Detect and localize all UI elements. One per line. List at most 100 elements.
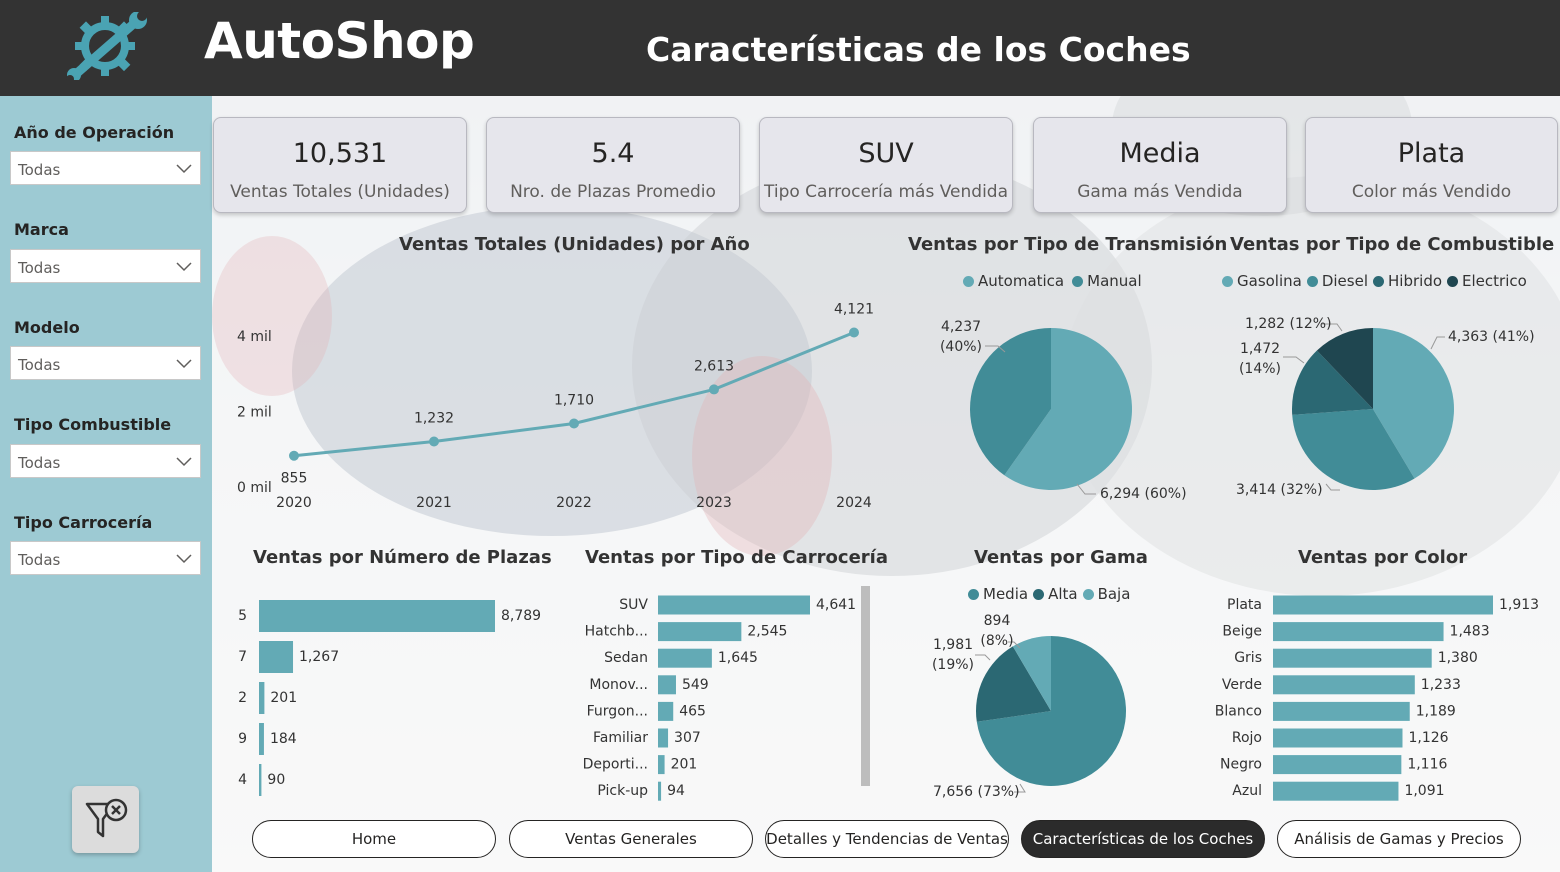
- category-label: Negro: [1220, 757, 1262, 773]
- bar: [658, 675, 676, 695]
- slicer-modelo-dropdown[interactable]: Todas: [10, 346, 201, 380]
- legend-dot-icon: [1222, 276, 1233, 287]
- category-label: Pick-up: [597, 783, 648, 799]
- slicer-carroceria-dropdown[interactable]: Todas: [10, 541, 201, 575]
- bar: [658, 622, 742, 642]
- bar-value-label: 1,380: [1438, 650, 1478, 666]
- pie-data-label: 1,472: [1240, 341, 1280, 357]
- bar-value-label: 1,645: [718, 650, 758, 666]
- bar: [1273, 675, 1415, 695]
- legend-label: Baja: [1097, 585, 1131, 603]
- bar-value-label: 307: [674, 730, 701, 746]
- slicer-label-marca: Marca: [14, 220, 69, 239]
- kpi-label: Nro. de Plazas Promedio: [510, 182, 716, 202]
- bar: [658, 701, 674, 721]
- legend-transmision: Automatica Manual: [963, 272, 1150, 290]
- chart-title-gama: Ventas por Gama: [974, 547, 1148, 568]
- kpi-label: Ventas Totales (Unidades): [230, 182, 450, 202]
- kpi-card-plazas-promedio: 5.4 Nro. de Plazas Promedio: [486, 117, 740, 213]
- slicer-label-combustible: Tipo Combustible: [14, 415, 172, 434]
- bar: [658, 595, 810, 615]
- bar-value-label: 1,483: [1450, 624, 1490, 640]
- legend-item[interactable]: Gasolina: [1222, 272, 1302, 290]
- nav-button-detalles-tendencias[interactable]: Detalles y Tendencias de Ventas: [765, 820, 1009, 858]
- pie-leader-line: [1322, 323, 1343, 332]
- data-label: 4,121: [834, 302, 874, 318]
- slicer-marca-value: Todas: [18, 259, 61, 277]
- legend-label: Media: [983, 585, 1029, 603]
- bar-value-label: 2,545: [747, 624, 787, 640]
- nav-button-caracteristicas[interactable]: Características de los Coches: [1021, 820, 1265, 858]
- bar: [658, 648, 712, 668]
- pie-slice: [1373, 328, 1455, 479]
- bar: [1273, 648, 1432, 668]
- bar-value-label: 465: [679, 703, 706, 719]
- kpi-label: Tipo Carrocería más Vendida: [763, 182, 1009, 202]
- nav-button-analisis-gamas[interactable]: Análisis de Gamas y Precios: [1277, 820, 1521, 858]
- legend-label: Electrico: [1462, 272, 1527, 290]
- filter-clear-icon: [85, 798, 128, 838]
- legend-dot-icon: [1033, 589, 1045, 600]
- category-label: Deporti...: [583, 757, 648, 773]
- legend-item[interactable]: Media: [968, 585, 1028, 603]
- slicer-carroceria-value: Todas: [18, 551, 61, 569]
- pie-slice: [976, 636, 1126, 787]
- bar-value-label: 201: [270, 690, 297, 706]
- nav-button-home[interactable]: Home: [252, 820, 496, 858]
- category-label: Blanco: [1215, 703, 1262, 719]
- legend-label: Hibrido: [1388, 272, 1443, 290]
- slicer-marca-dropdown[interactable]: Todas: [10, 249, 201, 283]
- chart-title-combustible: Ventas por Tipo de Combustible: [1230, 234, 1555, 255]
- slicer-label-anio: Año de Operación: [14, 123, 175, 142]
- bar: [259, 641, 294, 673]
- legend-item[interactable]: Electrico: [1447, 272, 1527, 290]
- kpi-card-gama-top: Media Gama más Vendida: [1033, 117, 1287, 213]
- bar: [1273, 728, 1403, 748]
- pie-data-label: 3,414 (32%): [1236, 482, 1323, 498]
- clear-filters-button[interactable]: [72, 786, 139, 853]
- legend-item[interactable]: Baja: [1082, 585, 1131, 603]
- legend-dot-icon: [1072, 276, 1084, 287]
- slicer-label-modelo: Modelo: [14, 318, 80, 337]
- pie-slice: [1292, 409, 1415, 490]
- pie-data-label: 4,363 (41%): [1448, 329, 1535, 345]
- kpi-card-color-top: Plata Color más Vendido: [1305, 117, 1558, 213]
- y-axis-tick-label: 4 mil: [237, 329, 272, 345]
- x-axis-tick-label: 2022: [556, 495, 592, 511]
- pie-leader-line: [1283, 356, 1305, 364]
- bar: [1273, 622, 1444, 642]
- bar: [1273, 701, 1410, 721]
- app-title: AutoShop: [204, 12, 475, 70]
- slicer-anio-dropdown[interactable]: Todas: [10, 151, 201, 185]
- legend-item[interactable]: Manual: [1072, 272, 1142, 290]
- line-data-point: [289, 450, 299, 461]
- legend-item[interactable]: Diesel: [1306, 272, 1368, 290]
- category-label: Hatchb...: [585, 624, 648, 640]
- pie-leader-line: [1014, 783, 1026, 793]
- pie-slice: [1012, 636, 1051, 711]
- slicer-combustible-dropdown[interactable]: Todas: [10, 444, 201, 478]
- legend-item[interactable]: Automatica: [963, 272, 1064, 290]
- legend-label: Automatica: [978, 272, 1065, 290]
- pie-data-label: 1,981: [933, 637, 973, 653]
- chevron-down-icon: [176, 359, 192, 369]
- filter-sidebar: Año de Operación Todas Marca Todas Model…: [0, 96, 212, 872]
- legend-item[interactable]: Alta: [1033, 585, 1078, 603]
- pie-data-label: (40%): [940, 339, 982, 355]
- nav-button-ventas-generales[interactable]: Ventas Generales: [509, 820, 753, 858]
- kpi-label: Gama más Vendida: [1077, 182, 1243, 202]
- category-label: 5: [238, 608, 247, 624]
- pie-data-label: 4,237: [941, 319, 981, 335]
- category-label: Azul: [1232, 783, 1262, 799]
- kpi-label: Color más Vendido: [1351, 182, 1512, 202]
- header-bar: AutoShop Características de los Coches: [0, 0, 1560, 96]
- legend-label: Gasolina: [1237, 272, 1302, 290]
- data-label: 2,613: [694, 358, 734, 374]
- legend-item[interactable]: Hibrido: [1373, 272, 1442, 290]
- category-label: Beige: [1222, 624, 1262, 640]
- bar-value-label: 1,116: [1407, 757, 1447, 773]
- bar: [259, 764, 262, 796]
- pie-slice: [1004, 327, 1133, 490]
- carroceria-scrollbar[interactable]: [861, 586, 870, 786]
